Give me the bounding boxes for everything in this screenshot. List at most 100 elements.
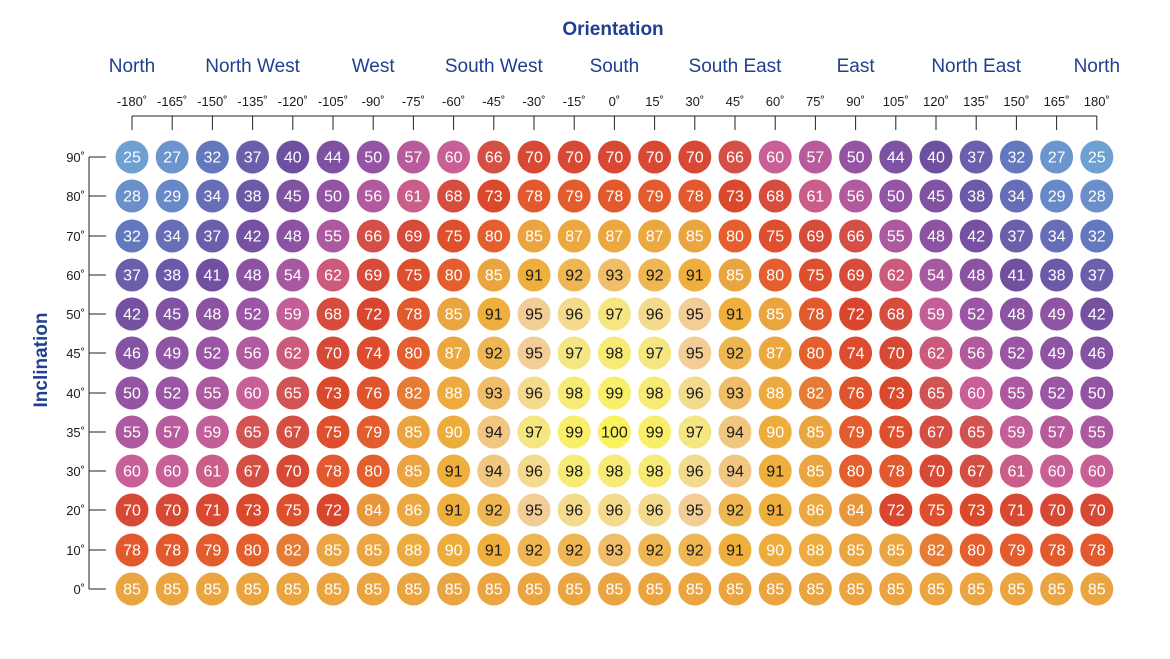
heatmap-cell-circle (517, 572, 551, 606)
heatmap-cell: 50 (316, 179, 350, 213)
heatmap-cell: 50 (879, 179, 913, 213)
heatmap-cell-circle (1040, 297, 1074, 331)
heatmap-cell-circle (236, 415, 270, 449)
heatmap-cell-value: 42 (967, 229, 985, 246)
heatmap-cell-circle (276, 376, 310, 410)
heatmap-cell-value: 79 (565, 189, 583, 206)
heatmap-cell: 85 (477, 258, 511, 292)
heatmap-cell-circle (839, 572, 873, 606)
x-tick-label: 0˚ (609, 94, 621, 109)
heatmap-cell-value: 90 (766, 543, 784, 560)
heatmap-cell: 99 (597, 376, 631, 410)
heatmap-cell-circle (115, 454, 149, 488)
heatmap-cell-circle (276, 415, 310, 449)
heatmap-cell-value: 57 (1048, 425, 1066, 442)
heatmap-cell: 75 (316, 415, 350, 449)
heatmap-cell: 60 (959, 376, 993, 410)
heatmap-cell: 78 (798, 297, 832, 331)
heatmap-cell-value: 94 (726, 425, 744, 442)
chart-title: Orientation (562, 19, 663, 40)
heatmap-cell-value: 37 (244, 150, 262, 167)
heatmap-cell-circle (477, 454, 511, 488)
heatmap-cell-circle (798, 493, 832, 527)
heatmap-cell: 95 (517, 336, 551, 370)
heatmap-cell-circle (919, 336, 953, 370)
heatmap-cell: 52 (1040, 376, 1074, 410)
heatmap-cell-value: 80 (726, 229, 744, 246)
heatmap-cell-value: 67 (284, 425, 302, 442)
heatmap-cell-value: 96 (565, 503, 583, 520)
heatmap-cell-circle (155, 376, 189, 410)
heatmap-cell-value: 57 (163, 425, 181, 442)
heatmap-cell: 85 (115, 572, 149, 606)
heatmap-cell-value: 76 (847, 386, 865, 403)
heatmap-cell: 66 (477, 140, 511, 174)
heatmap-cell-circle (195, 219, 229, 253)
heatmap-cell-value: 85 (927, 582, 945, 599)
heatmap-cell-value: 29 (163, 189, 181, 206)
heatmap-cell-value: 60 (967, 386, 985, 403)
heatmap-cell-circle (396, 533, 430, 567)
heatmap-cell: 98 (557, 454, 591, 488)
heatmap-cell-value: 98 (606, 346, 624, 363)
heatmap-cell-value: 38 (967, 189, 985, 206)
heatmap-cell-value: 25 (1088, 150, 1106, 167)
heatmap-cell-value: 60 (1088, 464, 1106, 481)
heatmap-cell-value: 32 (123, 229, 141, 246)
heatmap-cell-circle (839, 454, 873, 488)
heatmap-cell: 92 (557, 258, 591, 292)
heatmap-cell-value: 87 (766, 346, 784, 363)
heatmap-cell-circle (678, 179, 712, 213)
heatmap-cell: 78 (879, 454, 913, 488)
heatmap-cell-value: 85 (324, 543, 342, 560)
heatmap-cell: 100 (597, 415, 631, 449)
heatmap-cell-value: 78 (324, 464, 342, 481)
heatmap-cell: 85 (517, 572, 551, 606)
heatmap-cell-circle (597, 336, 631, 370)
heatmap-cell: 82 (798, 376, 832, 410)
heatmap-cell-circle (557, 572, 591, 606)
heatmap-cell: 48 (999, 297, 1033, 331)
heatmap-cell-value: 85 (324, 582, 342, 599)
heatmap-cell-circle (1080, 336, 1114, 370)
y-tick-label: 45˚ (66, 346, 85, 361)
heatmap-cell-circle (1080, 179, 1114, 213)
heatmap-cell: 76 (356, 376, 390, 410)
heatmap-cell: 42 (115, 297, 149, 331)
heatmap-cell-circle (195, 336, 229, 370)
heatmap-cell-circle (1040, 376, 1074, 410)
heatmap-cell-value: 98 (606, 464, 624, 481)
heatmap-cell-value: 70 (927, 464, 945, 481)
heatmap-cell-circle (316, 258, 350, 292)
heatmap-cell: 27 (155, 140, 189, 174)
heatmap-cell: 48 (195, 297, 229, 331)
heatmap-cell-circle (839, 493, 873, 527)
y-tick-label: 80˚ (66, 189, 85, 204)
y-tick-label: 50˚ (66, 307, 85, 322)
heatmap-cell-circle (517, 376, 551, 410)
heatmap-cell-value: 44 (324, 150, 342, 167)
heatmap-cell-value: 66 (485, 150, 503, 167)
heatmap-cell-circle (276, 297, 310, 331)
heatmap-cell: 38 (155, 258, 189, 292)
heatmap-cell-value: 56 (847, 189, 865, 206)
heatmap-cell-circle (718, 140, 752, 174)
heatmap-cell: 72 (839, 297, 873, 331)
heatmap-cell-circle (798, 140, 832, 174)
heatmap-cell-circle (195, 493, 229, 527)
heatmap-cell: 67 (276, 415, 310, 449)
x-tick-label: 45˚ (726, 94, 745, 109)
heatmap-cell: 98 (557, 376, 591, 410)
heatmap-cell-circle (115, 376, 149, 410)
heatmap-cell-value: 73 (324, 386, 342, 403)
heatmap-cell: 76 (839, 376, 873, 410)
heatmap-cell-value: 92 (726, 346, 744, 363)
heatmap-cell-circle (638, 258, 672, 292)
heatmap-cell-value: 65 (967, 425, 985, 442)
heatmap-cell-circle (798, 415, 832, 449)
heatmap-cell: 85 (959, 572, 993, 606)
heatmap-cell-circle (638, 179, 672, 213)
direction-label: South East (689, 56, 783, 77)
heatmap-cell: 96 (557, 493, 591, 527)
